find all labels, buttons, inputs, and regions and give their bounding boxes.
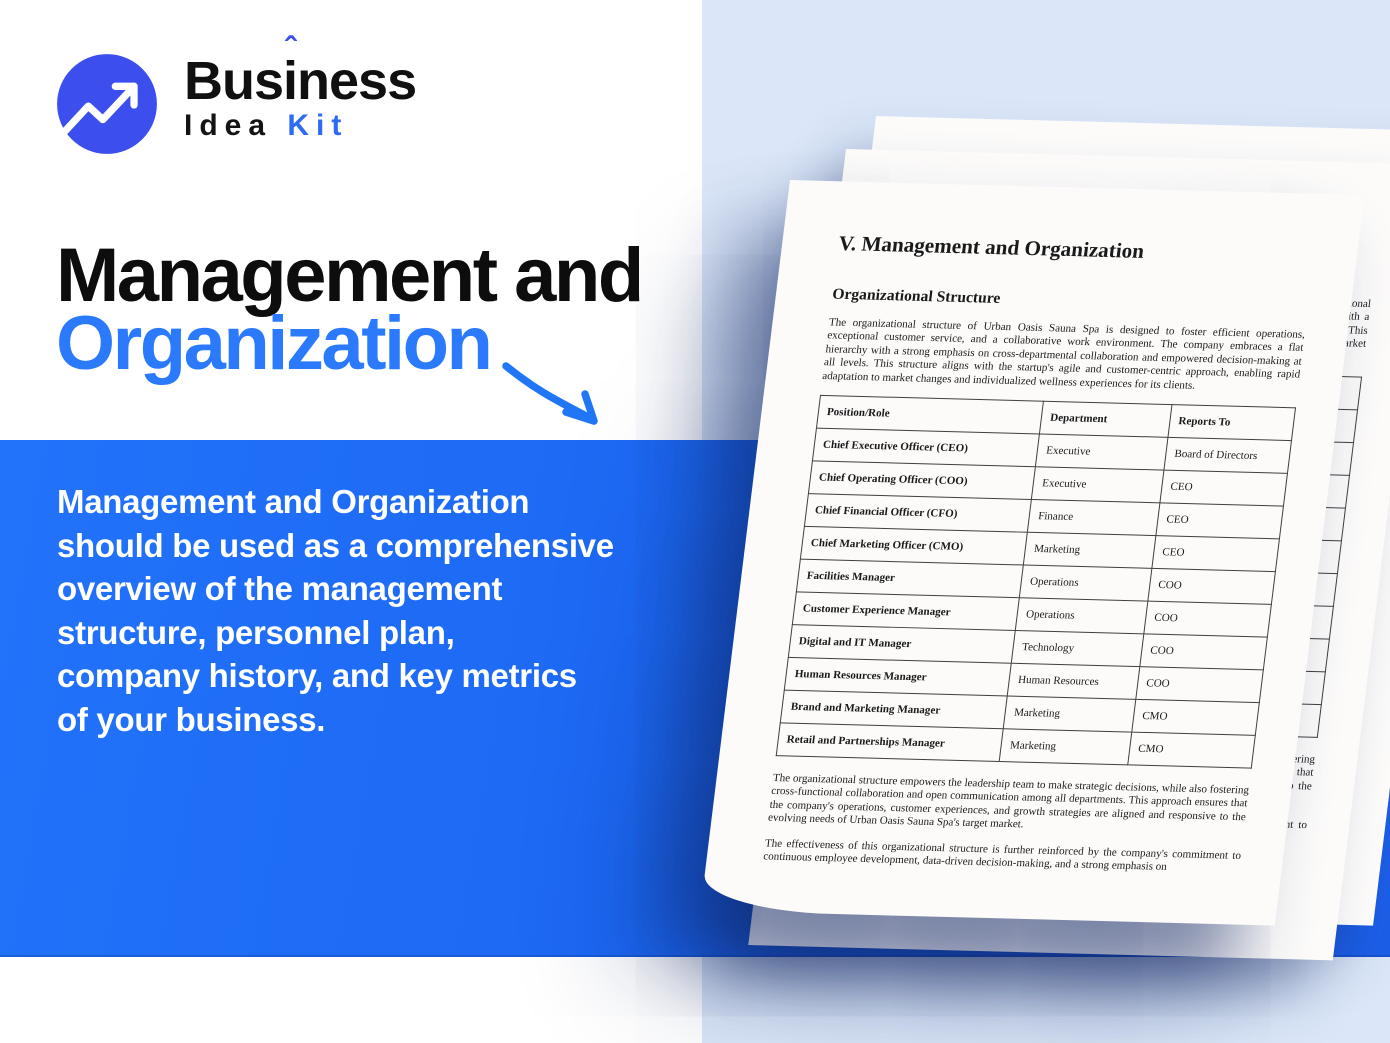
table-cell-department: Marketing — [1023, 532, 1156, 569]
page-title: Management and Organization — [56, 233, 644, 386]
table-cell-reports-to: CEO — [1159, 470, 1288, 507]
brand-name-business: Busi ˆ ness — [184, 33, 417, 108]
document-paragraph: The effectiveness of this organizational… — [762, 837, 1242, 873]
table-cell-reports-to: CMO — [1131, 699, 1260, 736]
page-title-line2: Organization — [56, 301, 493, 386]
table-cell-department: Executive — [1031, 466, 1164, 503]
table-cell-reports-to: Board of Directors — [1163, 437, 1292, 474]
table-cell-reports-to: COO — [1139, 633, 1268, 670]
brand-wordmark: Busi ˆ ness Idea Kit — [184, 33, 417, 143]
table-cell-reports-to: COO — [1147, 568, 1276, 605]
table-cell-reports-to: COO — [1135, 666, 1264, 703]
document-page-front: V. Management and Organization Organizat… — [700, 180, 1365, 926]
document-intro-paragraph: The organizational structure of Urban Oa… — [821, 316, 1306, 392]
document-title: V. Management and Organization — [837, 231, 1146, 263]
description-text: Management and Organization should be use… — [57, 480, 614, 741]
table-cell-department: Executive — [1035, 434, 1168, 471]
page-title-line1: Management and — [56, 233, 644, 318]
table-cell-reports-to: COO — [1143, 601, 1272, 638]
table-cell-department: Operations — [1019, 565, 1152, 602]
org-structure-table: Position/Role Department Reports To Chie… — [776, 395, 1296, 769]
brand-name-part: Bus — [184, 51, 284, 111]
table-cell-position: Retail and Partnerships Manager — [776, 722, 1004, 762]
description-line: of your business. — [57, 700, 326, 738]
description-line: should be used as a comprehensive — [57, 526, 614, 564]
table-header-reports-to: Reports To — [1167, 404, 1296, 441]
table-cell-reports-to: CEO — [1151, 535, 1280, 572]
caret-accent-icon: ˆ — [284, 31, 296, 69]
table-cell-department: Marketing — [1003, 696, 1136, 733]
trend-up-arrow-icon — [57, 54, 157, 154]
curved-arrow-icon — [502, 362, 598, 425]
document-paragraph: The organizational structure empowers th… — [767, 772, 1250, 831]
brand-kit: Kit — [287, 109, 349, 142]
description-line: Management and Organization — [57, 483, 530, 520]
table-cell-reports-to: CMO — [1127, 732, 1256, 769]
brand-name-part: ness — [297, 51, 417, 111]
table-cell-department: Operations — [1015, 597, 1148, 634]
description-line: structure, personnel plan, — [57, 613, 455, 651]
description-line: overview of the management — [57, 570, 503, 607]
document-content: V. Management and Organization Organizat… — [706, 180, 1364, 877]
brand-name-part: i — [283, 51, 298, 111]
table-cell-reports-to: CEO — [1155, 502, 1284, 539]
brand-logo: Busi ˆ ness Idea Kit — [55, 33, 417, 156]
table-cell-department: Technology — [1011, 630, 1144, 667]
table-cell-department: Human Resources — [1007, 663, 1140, 700]
description-line: company history, and key metrics — [57, 657, 577, 694]
document-section-heading: Organizational Structure — [831, 285, 1002, 307]
brand-idea: Idea — [184, 109, 273, 142]
table-header-department: Department — [1039, 401, 1172, 438]
brand-name-ideakit: Idea Kit — [184, 109, 416, 143]
table-cell-department: Marketing — [999, 728, 1132, 765]
table-cell-department: Finance — [1027, 499, 1160, 536]
